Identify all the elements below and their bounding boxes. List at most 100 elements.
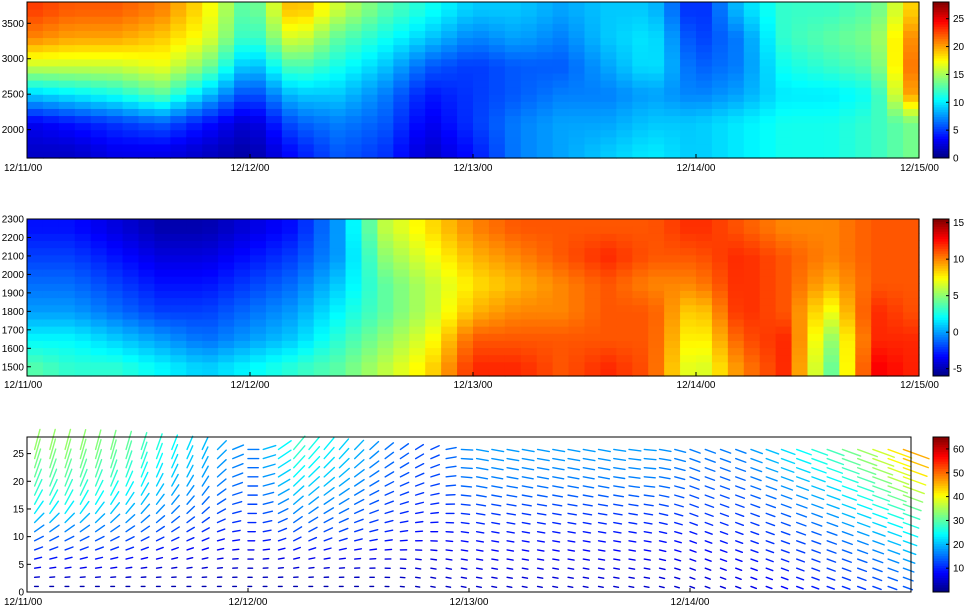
heatmap-cell <box>139 101 156 109</box>
heatmap-cell <box>473 226 490 234</box>
heatmap-cell <box>680 94 697 102</box>
heatmap-cell <box>616 23 633 31</box>
heatmap-cell <box>377 52 394 60</box>
heatmap-cell <box>457 66 474 74</box>
heatmap-cell <box>776 108 793 116</box>
heatmap-cell <box>425 144 442 152</box>
heatmap-cell <box>346 276 363 284</box>
heatmap-cell <box>585 262 602 270</box>
heatmap-cell <box>139 45 156 53</box>
heatmap-cell <box>250 151 267 159</box>
heatmap-cell <box>362 16 379 24</box>
heatmap-cell <box>91 87 108 95</box>
heatmap-cell <box>839 52 856 60</box>
heatmap-cell <box>473 219 490 227</box>
heatmap-cell <box>107 37 124 45</box>
heatmap-cell <box>234 340 251 348</box>
heatmap-cell <box>282 347 299 355</box>
heatmap-cell <box>282 80 299 88</box>
heatmap-cell <box>91 9 108 17</box>
heatmap-cell <box>59 151 76 159</box>
heatmap-cell <box>107 369 124 377</box>
heatmap-cell <box>712 144 729 152</box>
heatmap-cell <box>330 101 347 109</box>
heatmap-cell <box>855 290 872 298</box>
heatmap-cell <box>473 108 490 116</box>
heatmap-cell <box>43 283 60 291</box>
heatmap-cell <box>282 333 299 341</box>
heatmap-cell <box>154 108 171 116</box>
heatmap-cell <box>489 248 506 256</box>
heatmap-cell <box>489 298 506 306</box>
heatmap-cell <box>202 108 219 116</box>
wind-vector <box>553 586 558 587</box>
heatmap-cell <box>298 319 315 327</box>
heatmap-cell <box>473 23 490 31</box>
heatmap-cell <box>218 144 235 152</box>
heatmap-cell <box>776 94 793 102</box>
heatmap-cell <box>903 340 920 348</box>
y-tick-label: 25 <box>13 449 25 460</box>
heatmap-cell <box>792 23 809 31</box>
wind-vector <box>187 567 192 568</box>
heatmap-cell <box>489 340 506 348</box>
heatmap-cell <box>839 276 856 284</box>
heatmap-cell <box>616 144 633 152</box>
heatmap-cell <box>760 326 777 334</box>
heatmap-cell <box>839 87 856 95</box>
heatmap-cell <box>202 355 219 363</box>
heatmap-cell <box>712 326 729 334</box>
heatmap-cell <box>202 226 219 234</box>
heatmap-cell <box>330 262 347 270</box>
heatmap-cell <box>425 94 442 102</box>
heatmap-cell <box>202 144 219 152</box>
heatmap-cell <box>823 23 840 31</box>
heatmap-cell <box>903 2 920 10</box>
heatmap-cell <box>75 9 92 17</box>
heatmap-cell <box>266 144 283 152</box>
heatmap-cell <box>887 87 904 95</box>
heatmap-cell <box>27 115 44 123</box>
heatmap-cell <box>266 2 283 10</box>
heatmap-cell <box>648 219 665 227</box>
heatmap-cell <box>505 248 522 256</box>
heatmap-cell <box>489 326 506 334</box>
heatmap-cell <box>234 94 251 102</box>
heatmap-cell <box>139 290 156 298</box>
heatmap-cell <box>473 16 490 24</box>
heatmap-cell <box>314 59 331 67</box>
wind-vector <box>629 577 634 578</box>
heatmap-cell <box>489 369 506 377</box>
heatmap-cell <box>808 73 825 81</box>
heatmap-cell <box>186 219 203 227</box>
heatmap-cell <box>871 2 888 10</box>
heatmap-cell <box>887 340 904 348</box>
heatmap-cell <box>362 347 379 355</box>
heatmap-cell <box>314 219 331 227</box>
heatmap-cell <box>218 362 235 370</box>
heatmap-cell <box>648 66 665 74</box>
heatmap-cell <box>282 305 299 313</box>
heatmap-cell <box>425 219 442 227</box>
heatmap-cell <box>107 59 124 67</box>
heatmap-cell <box>298 305 315 313</box>
heatmap-cell <box>569 80 586 88</box>
heatmap-cell <box>409 248 426 256</box>
heatmap-cell <box>107 52 124 60</box>
heatmap-cell <box>250 269 267 277</box>
heatmap-cell <box>489 80 506 88</box>
heatmap-cell <box>808 262 825 270</box>
heatmap-cell <box>760 319 777 327</box>
heatmap-cell <box>903 326 920 334</box>
heatmap-cell <box>569 312 586 320</box>
heatmap-cell <box>616 45 633 53</box>
heatmap-cell <box>823 52 840 60</box>
heatmap-cell <box>425 45 442 53</box>
heatmap-cell <box>298 276 315 284</box>
heatmap-cell <box>362 59 379 67</box>
heatmap-cell <box>250 16 267 24</box>
heatmap-cell <box>664 87 681 95</box>
heatmap-cell <box>632 101 649 109</box>
heatmap-cell <box>664 144 681 152</box>
heatmap-cell <box>744 262 761 270</box>
